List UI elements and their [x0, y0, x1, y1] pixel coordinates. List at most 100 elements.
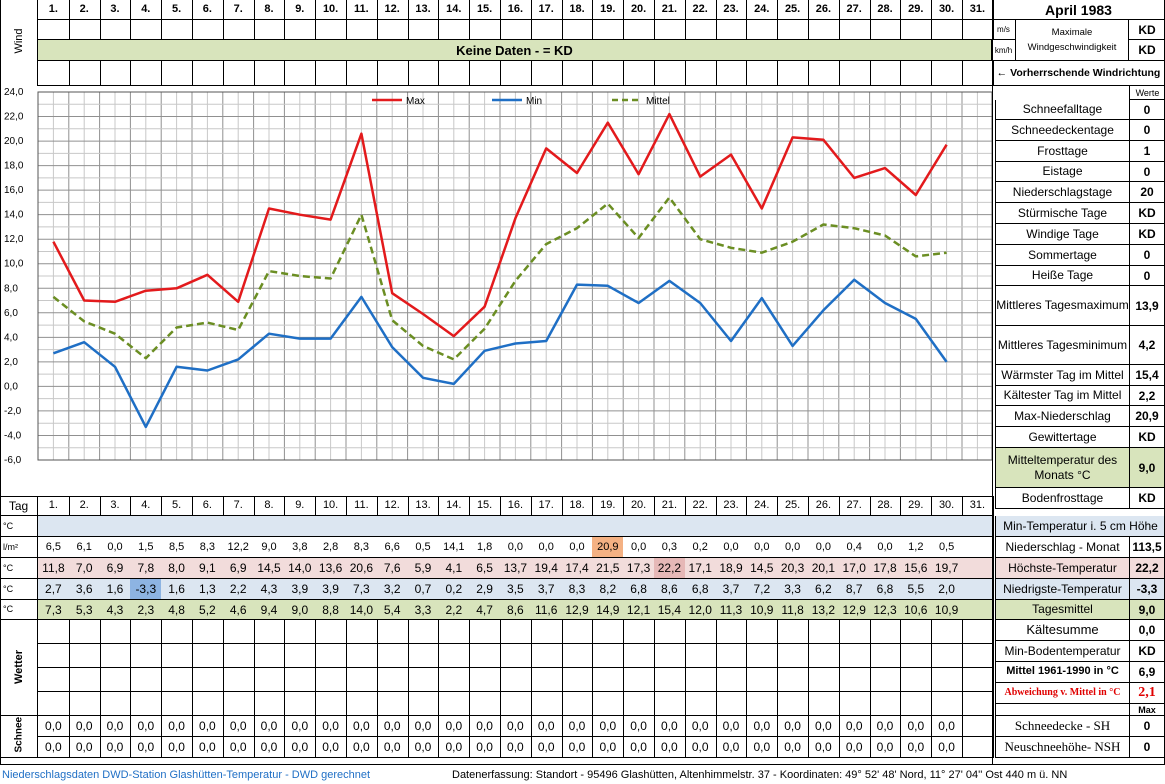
table-value-cell: 8,8 — [315, 600, 347, 620]
wind-label-text: Wind — [13, 28, 25, 54]
table-value-cell: 20,6 — [346, 558, 378, 579]
weather-cell — [530, 692, 563, 716]
stat-value: 0 — [1129, 245, 1165, 266]
tag-day-cell: 15. — [469, 496, 501, 516]
weather-cell — [99, 620, 132, 644]
table-value-cell: 7,2 — [746, 579, 779, 600]
day-header-cell: 19. — [592, 0, 625, 20]
wind-cell — [222, 20, 255, 40]
table-value-cell: 0,0 — [869, 537, 902, 558]
stat-label: Mittleres Tagesminimum — [995, 326, 1129, 365]
table-value-cell: 17,1 — [684, 558, 717, 579]
table-value-cell: 3,8 — [284, 537, 317, 558]
table-value-cell — [376, 516, 409, 537]
table-value-cell: 19,7 — [931, 558, 963, 579]
table-value-cell: 0,0 — [715, 537, 748, 558]
wind-cell — [99, 61, 132, 86]
weather-cell — [38, 668, 70, 692]
table-value-cell: 15,4 — [654, 600, 686, 620]
wind-cell — [808, 61, 840, 86]
stat-label: Gewittertage — [995, 427, 1129, 448]
table-value-cell: 19,4 — [530, 558, 563, 579]
tag-day-cell: 27. — [838, 496, 871, 516]
y-tick-label: 20,0 — [4, 136, 24, 147]
wind-cell — [777, 20, 809, 40]
werte-label: Werte — [1129, 86, 1165, 100]
table-value-cell: 8,7 — [838, 579, 871, 600]
weather-cell — [315, 620, 347, 644]
footer-location: Datenerfassung: Standort - 95496 Glashüt… — [452, 768, 1068, 781]
snow-cell: 0,0 — [438, 716, 471, 737]
weather-cell — [592, 692, 625, 716]
day-header-cell: 15. — [469, 0, 501, 20]
weather-cell — [284, 692, 317, 716]
snow-cell: 0,0 — [869, 716, 902, 737]
day-header-cell: 12. — [376, 0, 409, 20]
weather-cell — [900, 644, 933, 668]
table-value-cell: 14,5 — [253, 558, 286, 579]
table-value-cell: 10,9 — [931, 600, 963, 620]
table-value-cell: 12,2 — [222, 537, 255, 558]
weather-cell — [376, 620, 409, 644]
wind-cell — [684, 20, 717, 40]
weather-cell — [68, 620, 101, 644]
stat-label: Kältester Tag im Mittel — [995, 386, 1129, 406]
y-tick-label: -4,0 — [4, 430, 22, 441]
table-value-cell — [623, 516, 655, 537]
day-header-cell: 13. — [407, 0, 440, 20]
stat-value: 13,9 — [1129, 286, 1165, 326]
table-value-cell: 7,6 — [376, 558, 409, 579]
table-row-total: 22,2 — [1129, 558, 1165, 579]
weather-cell — [715, 620, 748, 644]
table-value-cell — [684, 516, 717, 537]
table-value-cell: 5,5 — [900, 579, 933, 600]
table-value-cell — [469, 516, 501, 537]
tag-day-cell: 16. — [500, 496, 532, 516]
weather-cell — [808, 668, 840, 692]
table-value-cell — [654, 516, 686, 537]
wind-cell — [346, 61, 378, 86]
weather-cell — [407, 644, 440, 668]
unit-cell: °C — [0, 579, 38, 600]
table-value-cell: 6,6 — [376, 537, 409, 558]
table-value-cell: 20,3 — [777, 558, 809, 579]
y-tick-label: 24,0 — [4, 87, 24, 98]
summary-value: 6,9 — [1129, 662, 1165, 683]
table-value-cell: 17,8 — [869, 558, 902, 579]
weather-cell — [962, 668, 994, 692]
wind-cell — [253, 61, 286, 86]
weather-cell — [315, 644, 347, 668]
table-value-cell: 3,9 — [315, 579, 347, 600]
snow-summary-label: Schneedecke - SH — [995, 716, 1129, 737]
table-value-cell: 3,2 — [376, 579, 409, 600]
tag-day-cell: 24. — [746, 496, 779, 516]
weather-cell — [808, 644, 840, 668]
weather-cell — [561, 692, 594, 716]
wind-cell — [99, 20, 132, 40]
weather-cell — [38, 644, 70, 668]
y-tick-label: 6,0 — [4, 308, 18, 319]
snow-cell: 0,0 — [654, 737, 686, 758]
stat-value: 0 — [1129, 120, 1165, 141]
table-value-cell: 10,6 — [900, 600, 933, 620]
weather-cell — [130, 644, 163, 668]
table-value-cell: 11,8 — [38, 558, 70, 579]
table-value-cell: 0,0 — [99, 537, 132, 558]
weather-cell — [500, 692, 532, 716]
wind-cell — [962, 61, 994, 86]
weather-cell — [222, 620, 255, 644]
table-value-cell: 0,5 — [931, 537, 963, 558]
max-wind-kmh: KD — [1129, 40, 1165, 61]
table-value-cell: 3,9 — [284, 579, 317, 600]
y-tick-label: 8,0 — [4, 283, 18, 294]
weather-cell — [623, 692, 655, 716]
wind-cell — [931, 20, 963, 40]
weather-cell — [346, 668, 378, 692]
max-wind-label: Maximale Windgeschwindigkeit — [1016, 20, 1129, 61]
table-value-cell: 4,8 — [161, 600, 193, 620]
weather-cell — [253, 620, 286, 644]
weather-cell — [192, 668, 224, 692]
stat-value: 2,2 — [1129, 386, 1165, 406]
y-tick-label: 4,0 — [4, 332, 18, 343]
table-value-cell — [900, 516, 933, 537]
